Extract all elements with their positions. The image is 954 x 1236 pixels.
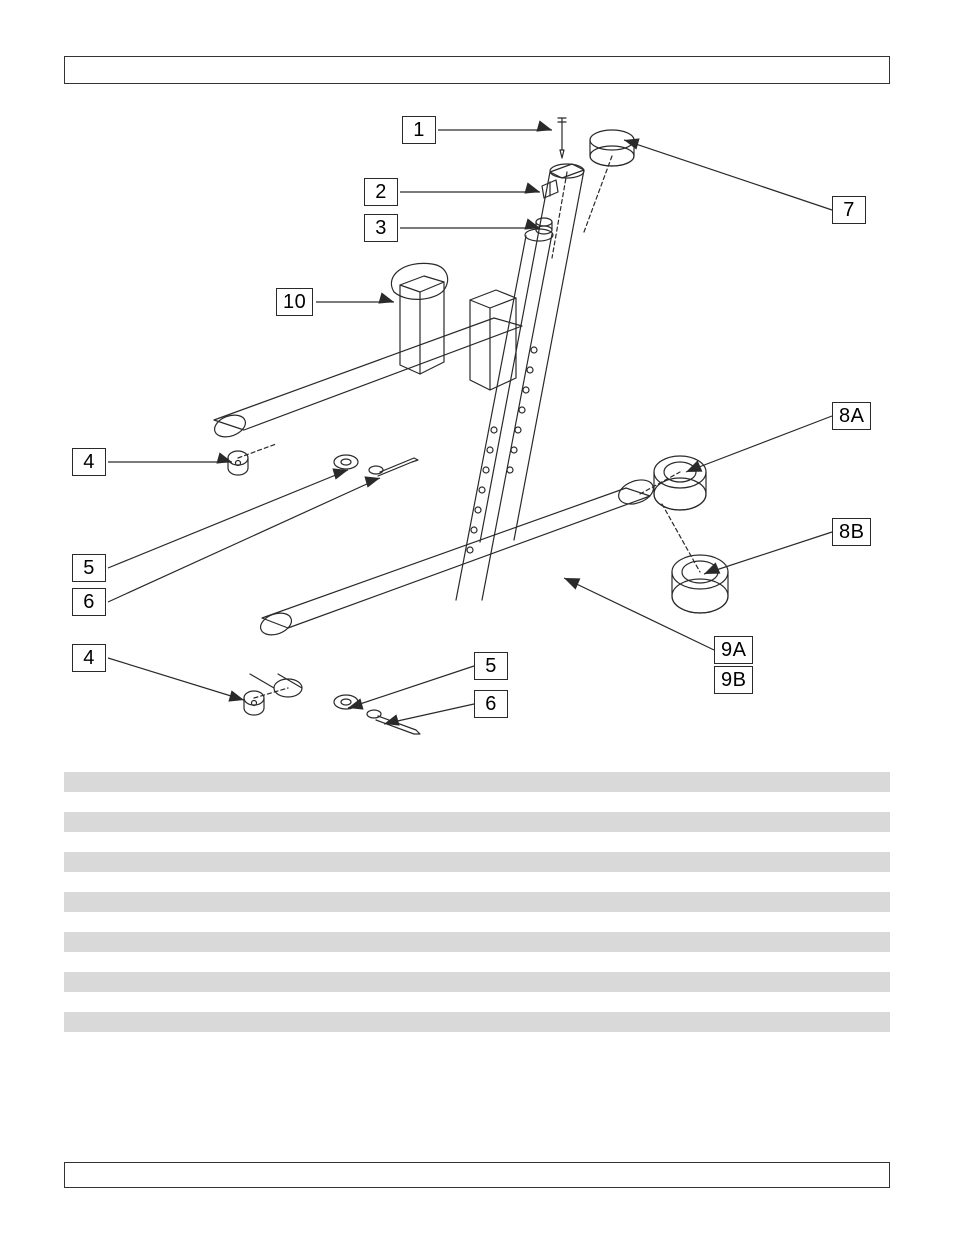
table-cell: [64, 792, 122, 812]
callout-1: 1: [402, 116, 436, 144]
table-cell: [64, 872, 122, 892]
table-cell: [250, 972, 580, 992]
parts-table: [64, 772, 890, 1032]
table-cell: [250, 932, 580, 952]
table-row: [64, 972, 890, 992]
table-cell: [64, 852, 122, 872]
table-cell: [580, 992, 890, 1012]
callout-4: 4: [72, 448, 106, 476]
table-cell: [250, 812, 580, 832]
table-cell: [122, 992, 250, 1012]
table-cell: [250, 852, 580, 872]
table-row: [64, 992, 890, 1012]
table-cell: [64, 912, 122, 932]
table-cell: [580, 772, 890, 792]
table-cell: [64, 892, 122, 912]
table-row: [64, 1012, 890, 1032]
table-cell: [580, 1012, 890, 1032]
table-cell: [64, 1012, 122, 1032]
table-row: [64, 772, 890, 792]
table-cell: [64, 992, 122, 1012]
table-cell: [250, 992, 580, 1012]
table-cell: [250, 872, 580, 892]
table-row: [64, 912, 890, 932]
table-cell: [122, 972, 250, 992]
callout-2: 2: [364, 178, 398, 206]
callout-8B: 8B: [832, 518, 871, 546]
table-cell: [64, 972, 122, 992]
table-cell: [580, 812, 890, 832]
table-cell: [122, 812, 250, 832]
table-cell: [64, 812, 122, 832]
table-cell: [122, 832, 250, 852]
table-row: [64, 872, 890, 892]
table-cell: [122, 792, 250, 812]
callout-6b: 6: [474, 690, 508, 718]
table-cell: [122, 1012, 250, 1032]
table-cell: [250, 832, 580, 852]
table-row: [64, 932, 890, 952]
table-cell: [250, 772, 580, 792]
callout-5b: 5: [474, 652, 508, 680]
table-cell: [64, 932, 122, 952]
table-row: [64, 832, 890, 852]
table-cell: [580, 832, 890, 852]
table-cell: [122, 892, 250, 912]
table-cell: [580, 912, 890, 932]
table-cell: [580, 972, 890, 992]
table-cell: [250, 1012, 580, 1032]
table-row: [64, 952, 890, 972]
callout-9B: 9B: [714, 666, 753, 694]
table-cell: [580, 792, 890, 812]
callout-9A: 9A: [714, 636, 753, 664]
footer-bar: [64, 1162, 890, 1188]
callout-8A: 8A: [832, 402, 871, 430]
callout-7: 7: [832, 196, 866, 224]
exploded-diagram: 1 2 3 10 7 4 5 6 4 5 6 8A 8B 9A9B: [64, 100, 890, 760]
title-bar: [64, 56, 890, 84]
table-cell: [122, 852, 250, 872]
table-cell: [250, 792, 580, 812]
callout-10: 10: [276, 288, 313, 316]
table-row: [64, 812, 890, 832]
table-row: [64, 852, 890, 872]
callout-5: 5: [72, 554, 106, 582]
table-cell: [122, 932, 250, 952]
table-cell: [580, 952, 890, 972]
table-row: [64, 792, 890, 812]
table-cell: [250, 912, 580, 932]
table-row: [64, 892, 890, 912]
table-cell: [580, 892, 890, 912]
callout-6: 6: [72, 588, 106, 616]
table-cell: [580, 872, 890, 892]
table-cell: [122, 912, 250, 932]
table-cell: [122, 772, 250, 792]
table-cell: [580, 852, 890, 872]
callout-4b: 4: [72, 644, 106, 672]
callout-3: 3: [364, 214, 398, 242]
table-cell: [580, 932, 890, 952]
table-cell: [250, 952, 580, 972]
table-cell: [64, 952, 122, 972]
table-cell: [122, 872, 250, 892]
table-cell: [250, 892, 580, 912]
table-cell: [64, 772, 122, 792]
table-cell: [64, 832, 122, 852]
table-cell: [122, 952, 250, 972]
